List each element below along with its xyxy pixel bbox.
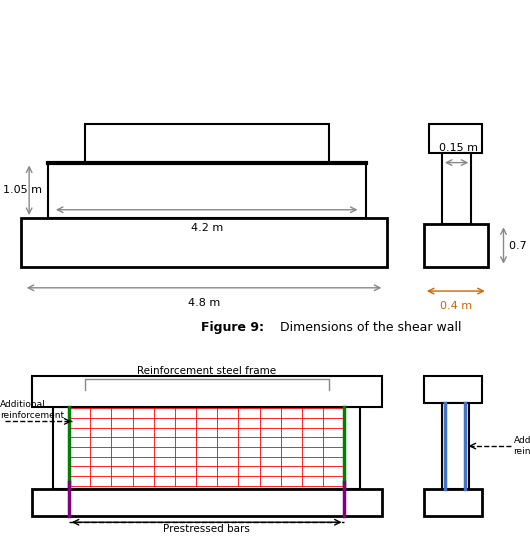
Bar: [424, 489, 482, 515]
Bar: [442, 403, 469, 489]
Bar: [442, 153, 471, 224]
Text: Additional
reinforcement: Additional reinforcement: [0, 400, 64, 420]
Bar: [85, 124, 329, 163]
Bar: [48, 163, 366, 218]
Text: Dimensions of the shear wall: Dimensions of the shear wall: [276, 321, 461, 334]
Text: Additional
reinforcement: Additional reinforcement: [514, 436, 530, 456]
Text: 1.05 m: 1.05 m: [3, 185, 42, 195]
Text: 4.8 m: 4.8 m: [188, 298, 220, 307]
Text: 4.2 m: 4.2 m: [191, 223, 223, 233]
Text: 0.4 m: 0.4 m: [440, 301, 472, 311]
Bar: [21, 218, 387, 267]
Bar: [424, 224, 488, 267]
Text: Reinforcement steel frame: Reinforcement steel frame: [137, 366, 276, 376]
Text: Figure 9:: Figure 9:: [201, 321, 264, 334]
Text: 0.7 m: 0.7 m: [509, 241, 530, 250]
Bar: [32, 376, 382, 406]
Bar: [429, 124, 482, 153]
Bar: [424, 376, 482, 403]
Text: 0.15 m: 0.15 m: [439, 143, 479, 153]
Bar: [32, 489, 382, 515]
Bar: [53, 406, 360, 489]
Text: Prestressed bars: Prestressed bars: [163, 524, 250, 534]
